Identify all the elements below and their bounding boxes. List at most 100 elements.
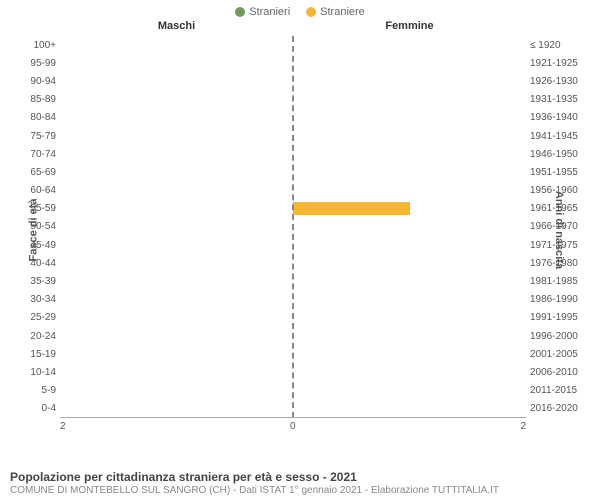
age-group-label: 80-84 — [14, 112, 56, 123]
birth-year-label: 1946-1950 — [530, 149, 588, 160]
female-half — [293, 91, 526, 109]
x-axis: 2 0 2 — [60, 421, 526, 432]
legend-label-female: Straniere — [320, 6, 365, 18]
age-group-label: 5-9 — [14, 385, 56, 396]
male-half — [60, 272, 293, 290]
column-header-female: Femmine — [293, 20, 526, 32]
legend: Stranieri Straniere — [0, 0, 600, 20]
birth-year-label: 1981-1985 — [530, 276, 588, 287]
male-half — [60, 309, 293, 327]
age-group-label: 50-54 — [14, 221, 56, 232]
birth-year-label: 1961-1965 — [530, 203, 588, 214]
female-half — [293, 54, 526, 72]
female-half — [293, 382, 526, 400]
male-half — [60, 36, 293, 54]
birth-year-label: 2006-2010 — [530, 367, 588, 378]
age-group-label: 100+ — [14, 40, 56, 51]
female-half — [293, 309, 526, 327]
chart-subtitle: COMUNE DI MONTEBELLO SUL SANGRO (CH) - D… — [10, 485, 590, 496]
female-half — [293, 72, 526, 90]
birth-year-label: 1986-1990 — [530, 294, 588, 305]
age-group-label: 35-39 — [14, 276, 56, 287]
birth-year-label: ≤ 1920 — [530, 40, 588, 51]
x-tick-right: 2 — [520, 421, 526, 432]
male-half — [60, 382, 293, 400]
chart-footer: Popolazione per cittadinanza straniera p… — [10, 470, 590, 496]
birth-year-label: 2016-2020 — [530, 403, 588, 414]
x-tick-left: 2 — [60, 421, 66, 432]
male-half — [60, 400, 293, 418]
age-group-label: 40-44 — [14, 258, 56, 269]
column-header-male: Maschi — [60, 20, 293, 32]
age-group-label: 20-24 — [14, 331, 56, 342]
male-half — [60, 327, 293, 345]
female-half — [293, 236, 526, 254]
male-half — [60, 200, 293, 218]
female-half — [293, 345, 526, 363]
age-group-label: 55-59 — [14, 203, 56, 214]
x-tick-center: 0 — [290, 421, 296, 432]
birth-year-label: 1956-1960 — [530, 185, 588, 196]
birth-year-label: 1931-1935 — [530, 94, 588, 105]
age-group-label: 15-19 — [14, 349, 56, 360]
male-half — [60, 54, 293, 72]
female-half — [293, 36, 526, 54]
legend-dot-female — [306, 7, 316, 17]
birth-year-label: 1951-1955 — [530, 167, 588, 178]
age-group-label: 60-64 — [14, 185, 56, 196]
female-half — [293, 272, 526, 290]
male-half — [60, 182, 293, 200]
female-half — [293, 254, 526, 272]
center-divider — [292, 36, 294, 418]
age-group-label: 90-94 — [14, 76, 56, 87]
female-half — [293, 291, 526, 309]
age-group-label: 85-89 — [14, 94, 56, 105]
chart-title: Popolazione per cittadinanza straniera p… — [10, 470, 590, 484]
male-half — [60, 72, 293, 90]
female-bar — [293, 202, 410, 215]
birth-year-label: 1966-1970 — [530, 221, 588, 232]
male-half — [60, 163, 293, 181]
birth-year-label: 1971-1975 — [530, 240, 588, 251]
age-group-label: 0-4 — [14, 403, 56, 414]
female-half — [293, 400, 526, 418]
age-group-label: 70-74 — [14, 149, 56, 160]
birth-year-label: 1921-1925 — [530, 58, 588, 69]
male-half — [60, 236, 293, 254]
male-half — [60, 345, 293, 363]
birth-year-label: 1991-1995 — [530, 312, 588, 323]
birth-year-label: 1941-1945 — [530, 131, 588, 142]
birth-year-label: 1996-2000 — [530, 331, 588, 342]
female-half — [293, 363, 526, 381]
column-headers: Maschi Femmine — [60, 20, 526, 32]
male-half — [60, 127, 293, 145]
birth-year-label: 2001-2005 — [530, 349, 588, 360]
birth-year-label: 1936-1940 — [530, 112, 588, 123]
population-pyramid-chart: Maschi Femmine Fasce di età Anni di nasc… — [0, 20, 600, 440]
female-half — [293, 218, 526, 236]
female-half — [293, 182, 526, 200]
age-group-label: 95-99 — [14, 58, 56, 69]
male-half — [60, 145, 293, 163]
legend-item-male: Stranieri — [235, 6, 290, 18]
birth-year-label: 1926-1930 — [530, 76, 588, 87]
male-half — [60, 363, 293, 381]
female-half — [293, 327, 526, 345]
x-axis-line — [60, 417, 526, 418]
age-group-label: 30-34 — [14, 294, 56, 305]
legend-dot-male — [235, 7, 245, 17]
birth-year-label: 1976-1980 — [530, 258, 588, 269]
female-half — [293, 200, 526, 218]
male-half — [60, 254, 293, 272]
female-half — [293, 145, 526, 163]
age-group-label: 65-69 — [14, 167, 56, 178]
age-group-label: 75-79 — [14, 131, 56, 142]
male-half — [60, 109, 293, 127]
female-half — [293, 109, 526, 127]
birth-year-label: 2011-2015 — [530, 385, 588, 396]
age-group-label: 45-49 — [14, 240, 56, 251]
female-half — [293, 163, 526, 181]
legend-label-male: Stranieri — [249, 6, 290, 18]
male-half — [60, 218, 293, 236]
female-half — [293, 127, 526, 145]
